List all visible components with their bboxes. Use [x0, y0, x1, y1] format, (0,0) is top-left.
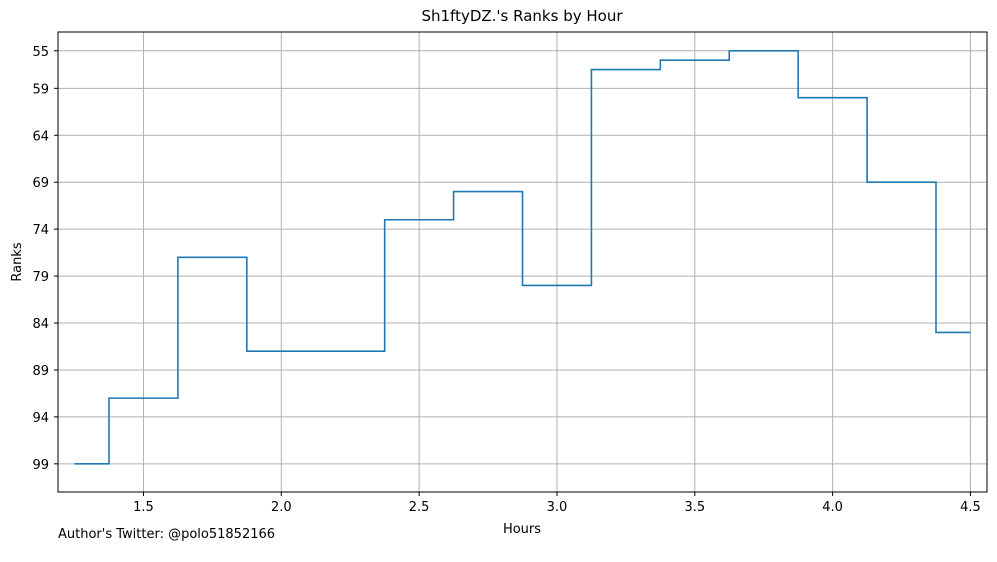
x-tick-label: 1.5 [133, 500, 154, 515]
y-axis-label: Ranks [10, 242, 25, 281]
y-tick-label: 55 [32, 45, 49, 60]
x-tick-label: 3.5 [684, 500, 705, 515]
y-tick-label: 69 [32, 176, 49, 191]
y-tick-label: 99 [32, 458, 49, 473]
plot-frame [57, 31, 988, 493]
x-tick-label: 2.0 [271, 500, 292, 515]
x-tick-label: 3.0 [547, 500, 568, 515]
x-tick-label: 4.0 [822, 500, 843, 515]
x-tick-label: 2.5 [409, 500, 430, 515]
rank-step-line [74, 49, 971, 465]
series-layer [74, 49, 971, 465]
axis-ticks: 1.5 2.0 2.5 3.0 3.5 4.0 4.5 55 59 64 69 74 79 84 89 94 9… [32, 45, 980, 515]
y-tick-label: 74 [32, 223, 49, 238]
author-credit: Author's Twitter: @polo51852166 [58, 527, 276, 542]
y-tick-label: 94 [32, 411, 49, 426]
y-tick-label: 64 [32, 129, 49, 144]
y-tick-label: 89 [32, 364, 49, 379]
y-tick-label: 79 [32, 270, 49, 285]
chart-title: Sh1ftyDZ.'s Ranks by Hour [421, 7, 623, 25]
x-axis-label: Hours [503, 522, 541, 537]
y-tick-label: 84 [32, 317, 49, 332]
y-tick-label: 59 [32, 82, 49, 97]
x-tick-label: 4.5 [960, 500, 981, 515]
